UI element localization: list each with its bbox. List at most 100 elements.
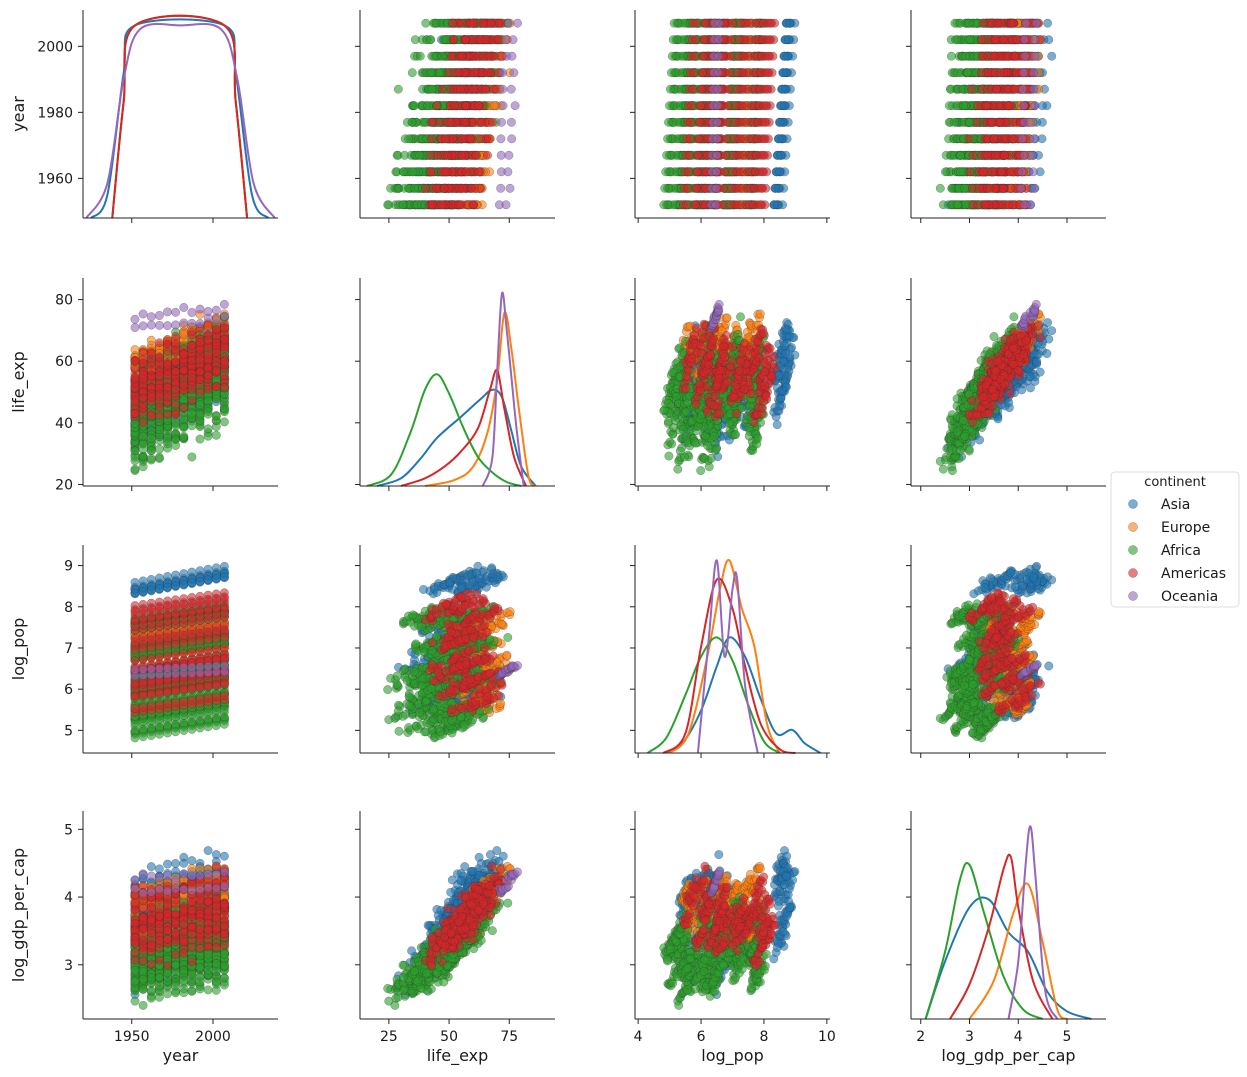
y-tick-label: 2000 bbox=[37, 39, 73, 55]
scatter-point bbox=[408, 69, 416, 77]
scatter-point bbox=[509, 36, 517, 44]
scatter-point bbox=[489, 85, 497, 93]
scatter-point bbox=[953, 201, 961, 209]
scatter-point bbox=[399, 168, 407, 176]
scatter-point bbox=[399, 201, 407, 209]
scatter-point bbox=[664, 118, 672, 126]
scatter-series-europe bbox=[436, 19, 515, 209]
scatter-point bbox=[973, 118, 981, 126]
scatter-point bbox=[483, 151, 491, 159]
scatter-point bbox=[440, 184, 448, 192]
scatter-series-africa bbox=[936, 19, 1022, 209]
scatter-point bbox=[472, 151, 480, 159]
scatter-point bbox=[956, 151, 964, 159]
scatter-point bbox=[435, 69, 443, 77]
scatter-point bbox=[508, 135, 516, 143]
panel-year-vs-log_gdp_per_cap bbox=[906, 10, 1106, 223]
scatter-point bbox=[497, 184, 505, 192]
scatter-point bbox=[455, 69, 463, 77]
scatter-point bbox=[967, 85, 975, 93]
scatter-point bbox=[698, 69, 706, 77]
scatter-point bbox=[507, 85, 515, 93]
scatter-point bbox=[430, 52, 438, 60]
scatter-point bbox=[974, 102, 982, 110]
scatter-point bbox=[502, 201, 510, 209]
scatter-point bbox=[685, 151, 693, 159]
scatter-point bbox=[778, 85, 786, 93]
scatter-series-oceania bbox=[495, 19, 522, 209]
scatter-point bbox=[665, 102, 673, 110]
scatter-point bbox=[499, 102, 507, 110]
scatter-series-americas bbox=[679, 19, 779, 209]
scatter-point bbox=[488, 118, 496, 126]
scatter-point bbox=[408, 118, 416, 126]
scatter-point bbox=[959, 102, 967, 110]
scatter-point bbox=[773, 168, 781, 176]
scatter-point bbox=[771, 184, 779, 192]
scatter-point bbox=[438, 85, 446, 93]
scatter-point bbox=[501, 36, 509, 44]
scatter-point bbox=[734, 69, 742, 77]
scatter-point bbox=[438, 52, 446, 60]
scatter-point bbox=[449, 36, 457, 44]
scatter-point bbox=[695, 118, 703, 126]
scatter-point bbox=[735, 52, 743, 60]
scatter-point bbox=[761, 118, 769, 126]
kde-line-europe bbox=[112, 16, 247, 218]
scatter-point bbox=[479, 19, 487, 27]
scatter-point bbox=[428, 201, 436, 209]
scatter-point bbox=[409, 168, 417, 176]
scatter-point bbox=[385, 201, 393, 209]
scatter-point bbox=[447, 52, 455, 60]
scatter-point bbox=[728, 184, 736, 192]
scatter-point bbox=[692, 19, 700, 27]
scatter-point bbox=[428, 85, 436, 93]
scatter-series-europe bbox=[678, 19, 765, 209]
scatter-point bbox=[965, 118, 973, 126]
scatter-point bbox=[699, 52, 707, 60]
scatter-point bbox=[965, 19, 973, 27]
scatter-point bbox=[780, 52, 788, 60]
scatter-point bbox=[437, 201, 445, 209]
y-axis-label: year bbox=[9, 96, 28, 132]
scatter-point bbox=[964, 69, 972, 77]
scatter-point bbox=[695, 135, 703, 143]
scatter-point bbox=[723, 118, 731, 126]
scatter-point bbox=[686, 135, 694, 143]
scatter-point bbox=[691, 201, 699, 209]
scatter-point bbox=[410, 102, 418, 110]
scatter-point bbox=[726, 69, 734, 77]
scatter-point bbox=[404, 135, 412, 143]
scatter-point bbox=[663, 135, 671, 143]
scatter-point bbox=[447, 118, 455, 126]
scatter-point bbox=[682, 201, 690, 209]
scatter-point bbox=[945, 102, 953, 110]
scatter-point bbox=[762, 102, 770, 110]
scatter-series-africa bbox=[660, 19, 771, 209]
scatter-point bbox=[727, 201, 735, 209]
scatter-point bbox=[721, 151, 729, 159]
scatter-point bbox=[1048, 52, 1056, 60]
scatter-point bbox=[508, 52, 516, 60]
scatter-point bbox=[505, 151, 513, 159]
scatter-point bbox=[692, 184, 700, 192]
scatter-series-oceania bbox=[707, 19, 723, 209]
scatter-point bbox=[728, 36, 736, 44]
scatter-series-asia bbox=[675, 19, 800, 209]
scatter-point bbox=[965, 135, 973, 143]
scatter-point bbox=[947, 52, 955, 60]
scatter-point bbox=[732, 102, 740, 110]
scatter-point bbox=[485, 52, 493, 60]
scatter-point bbox=[713, 151, 721, 159]
scatter-series-americas bbox=[421, 19, 506, 209]
scatter-point bbox=[495, 19, 503, 27]
scatter-point bbox=[939, 201, 947, 209]
panel-year-vs-life_exp bbox=[355, 10, 555, 223]
scatter-point bbox=[760, 135, 768, 143]
scatter-point bbox=[421, 184, 429, 192]
scatter-point bbox=[758, 168, 766, 176]
scatter-point bbox=[497, 151, 505, 159]
scatter-point bbox=[714, 85, 722, 93]
scatter-point bbox=[477, 135, 485, 143]
scatter-point bbox=[504, 19, 512, 27]
